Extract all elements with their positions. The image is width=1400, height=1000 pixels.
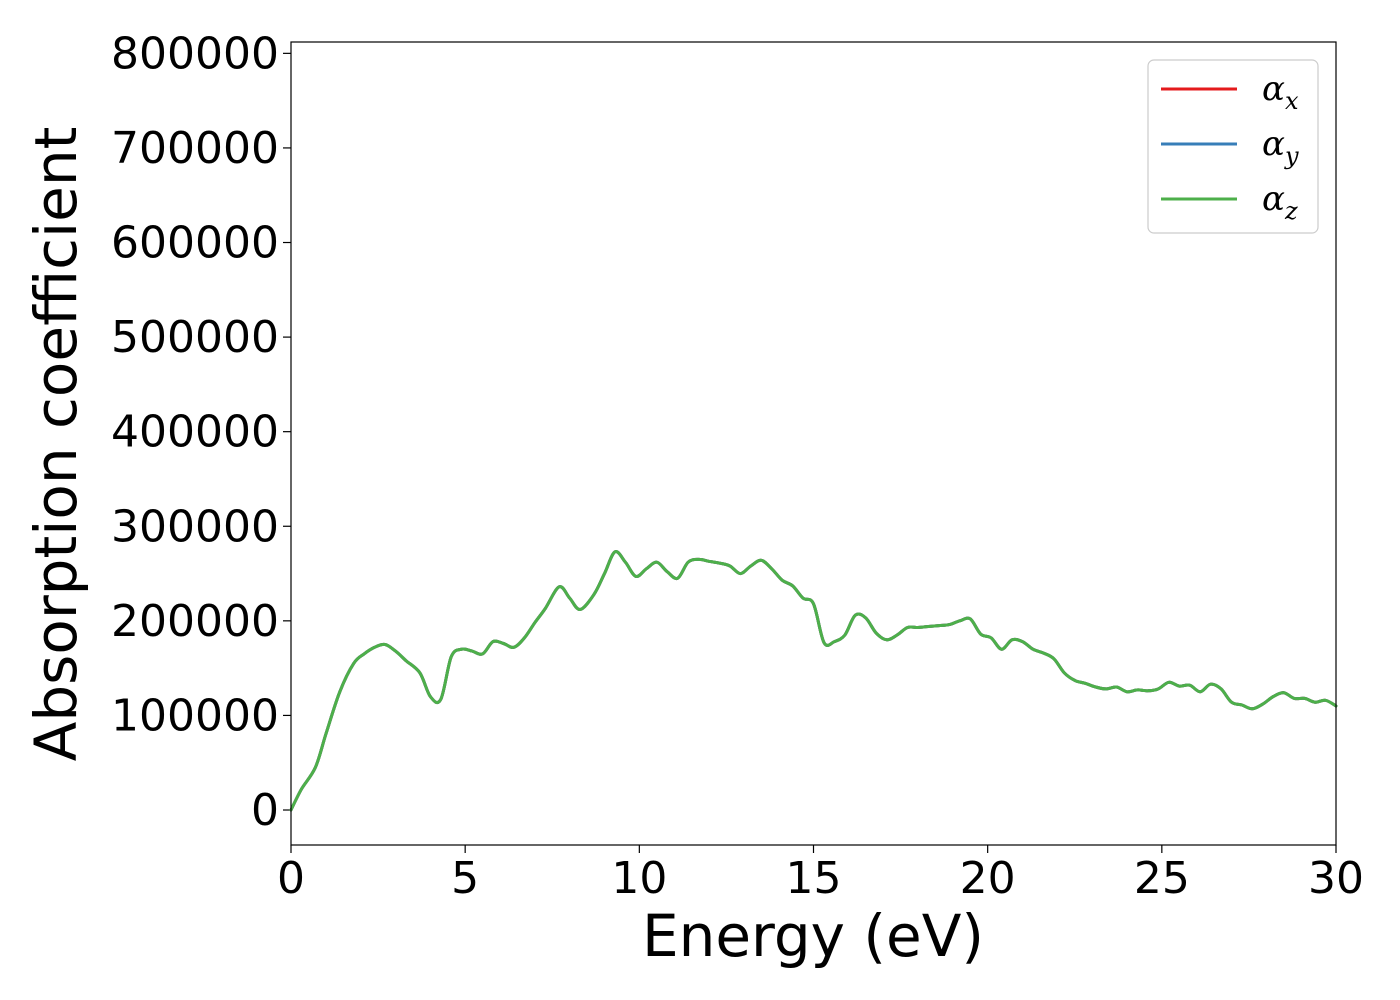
y-tick-label: 600000 (111, 218, 279, 269)
x-tick-label: 10 (611, 853, 667, 904)
y-axis-ticks: 0 100000 200000 300000 400000 500000 600000 700… (111, 28, 291, 836)
y-tick-label: 800000 (111, 28, 279, 79)
x-tick-label: 15 (786, 853, 842, 904)
legend-subscript: z (1284, 197, 1298, 225)
y-tick-label: 200000 (111, 596, 279, 647)
legend-symbol: α (1262, 69, 1285, 109)
x-tick-label: 20 (960, 853, 1016, 904)
series-line-alpha-z (289, 550, 1338, 812)
y-tick-label: 500000 (111, 312, 279, 363)
y-tick-label: 100000 (111, 690, 279, 741)
legend-symbol: α (1262, 124, 1285, 164)
y-tick-label: 400000 (111, 407, 279, 458)
legend-label-alpha-y: αy (1262, 124, 1299, 170)
y-tick-label: 300000 (111, 501, 279, 552)
series-lines (289, 550, 1338, 812)
x-tick-label: 5 (451, 853, 479, 904)
legend-box (1147, 59, 1319, 234)
legend-subscript: x (1285, 87, 1299, 115)
legend-label-alpha-z: αz (1262, 179, 1298, 225)
y-tick-label: 0 (251, 785, 279, 836)
legend-subscript: y (1284, 142, 1299, 170)
y-tick-label: 700000 (111, 123, 279, 174)
x-tick-label: 0 (277, 853, 305, 904)
plot-frame (290, 41, 1337, 846)
legend-symbol: α (1262, 179, 1285, 219)
legend-label-alpha-x: αx (1262, 69, 1299, 115)
x-tick-label: 25 (1134, 853, 1190, 904)
x-axis-label: Energy (eV) (642, 902, 984, 970)
y-axis-label: Absorption coefficient (22, 127, 90, 762)
x-tick-label: 30 (1308, 853, 1364, 904)
x-axis-ticks: 0 5 10 15 20 25 30 (277, 845, 1364, 904)
